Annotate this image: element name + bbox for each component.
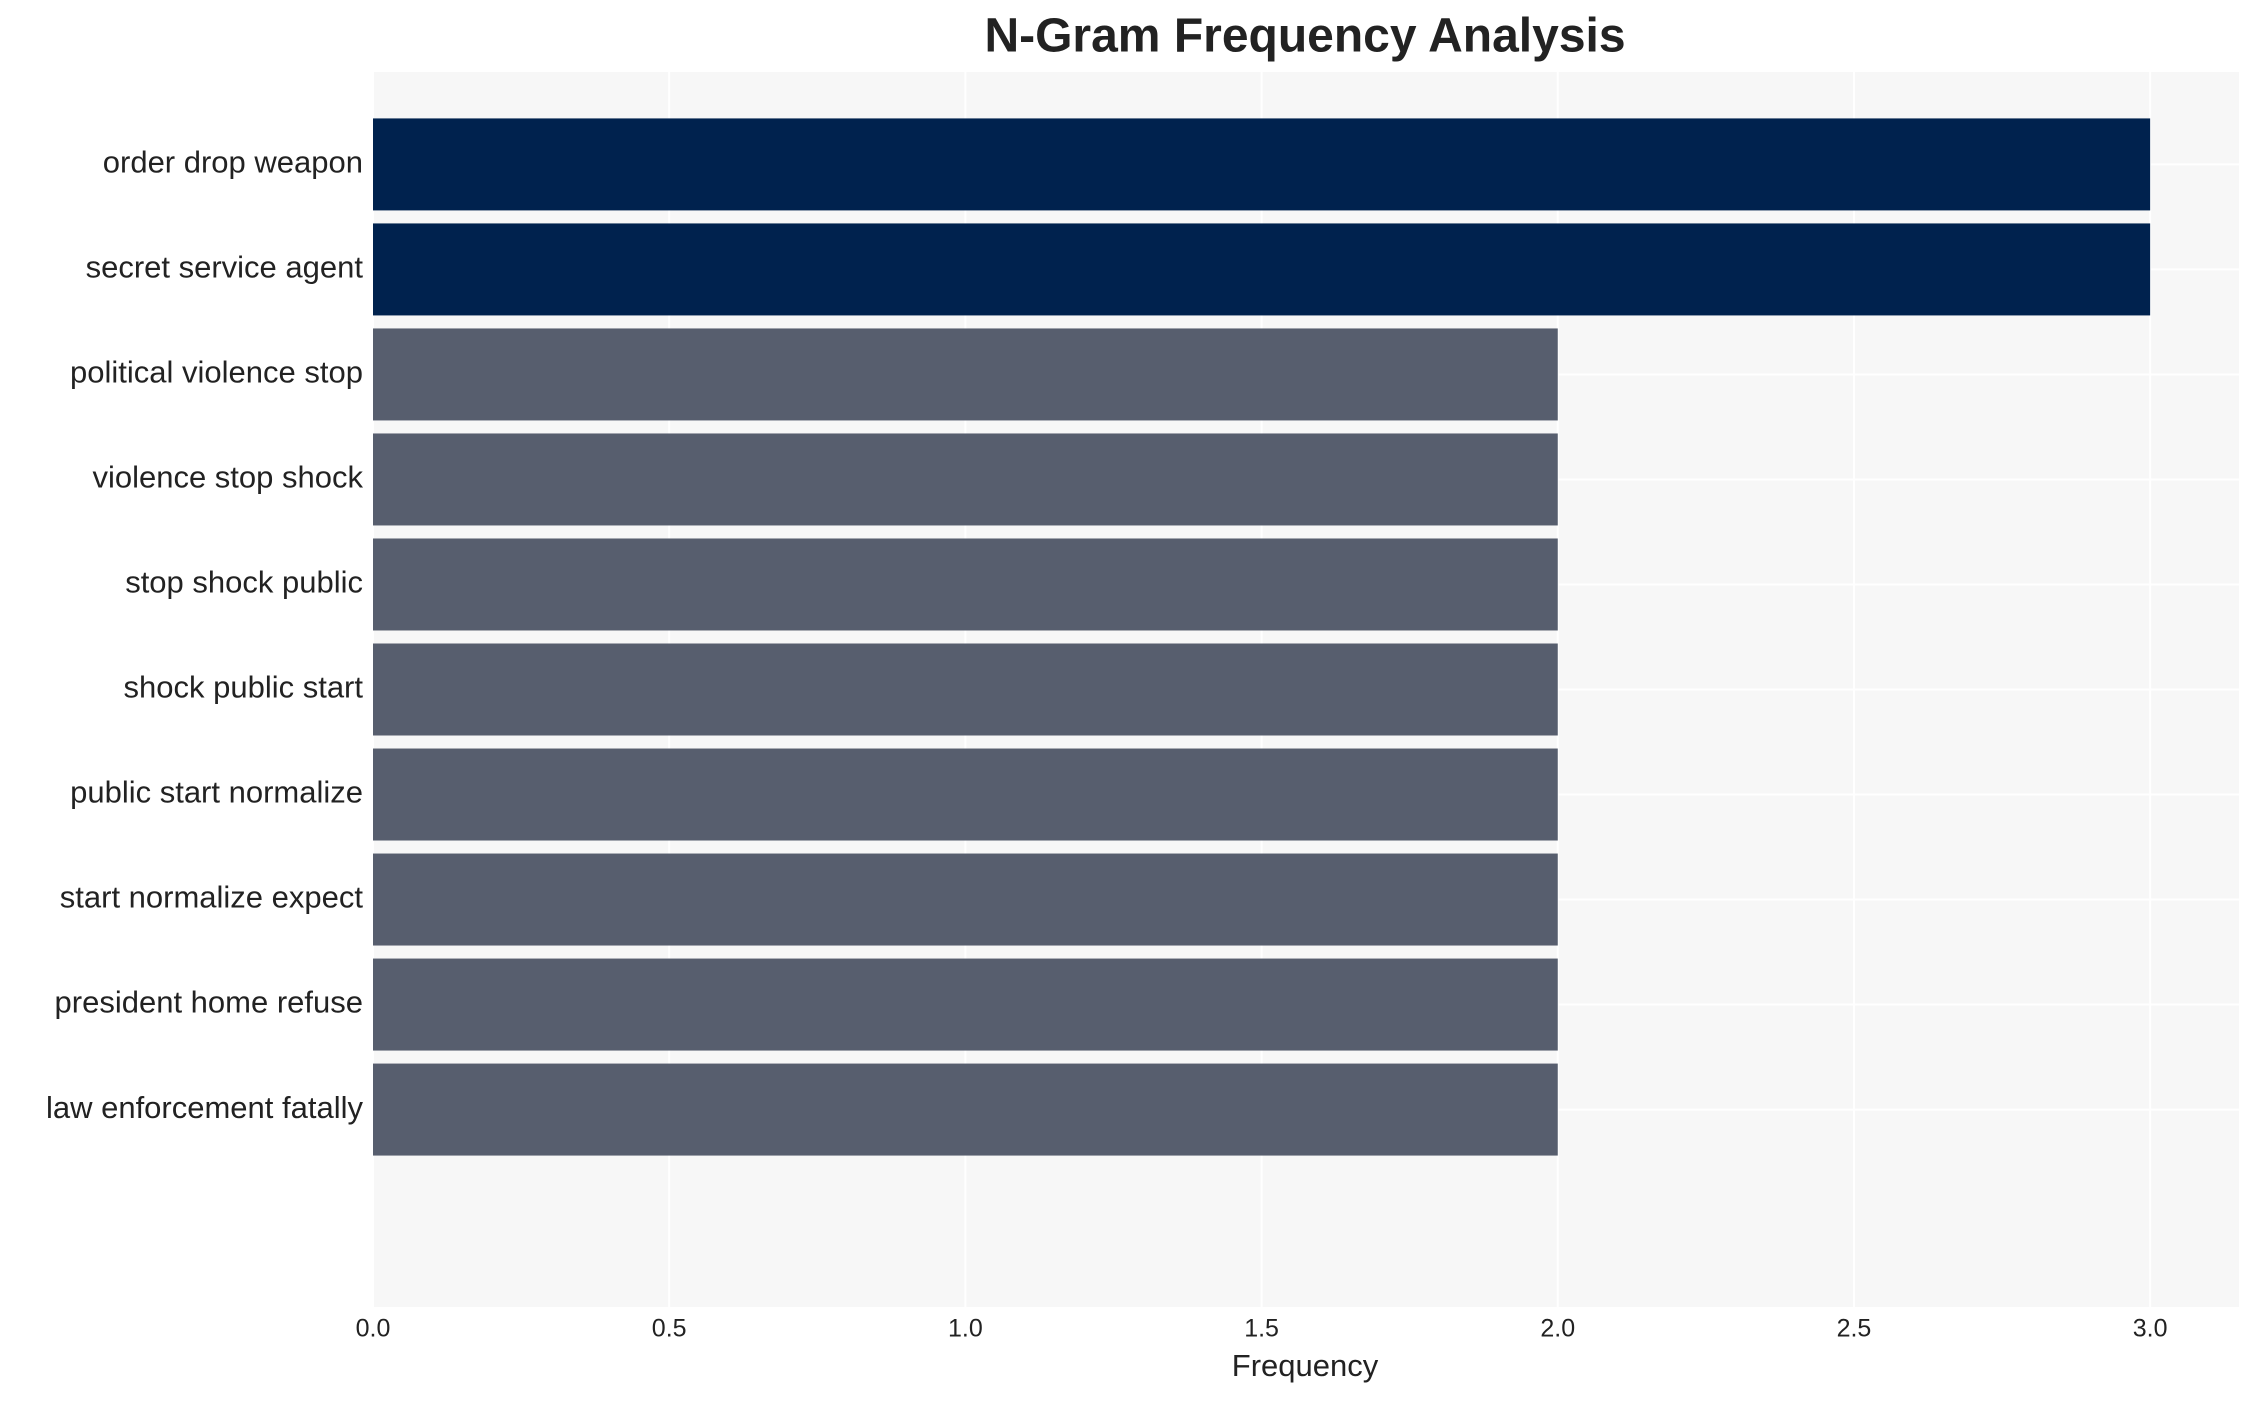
bar [373, 1063, 1558, 1156]
bar [373, 538, 1558, 631]
bar [373, 118, 2151, 211]
x-tick-label: 1.0 [948, 1315, 983, 1343]
y-tick-label: order drop weapon [103, 145, 363, 180]
x-tick-label: 0.5 [652, 1315, 687, 1343]
bar [373, 748, 1558, 841]
chart-title: N-Gram Frequency Analysis [984, 10, 1625, 63]
y-tick-label: law enforcement fatally [46, 1090, 364, 1125]
y-tick-label: start normalize expect [60, 880, 364, 915]
bar [373, 958, 1558, 1051]
y-tick-label: public start normalize [70, 775, 363, 810]
bar [373, 328, 1558, 421]
bar [373, 433, 1558, 526]
y-tick-label: secret service agent [86, 250, 364, 285]
x-tick-label: 2.0 [1540, 1315, 1575, 1343]
y-tick-label: president home refuse [55, 985, 363, 1020]
x-axis-label: Frequency [1232, 1348, 1379, 1383]
bar [373, 223, 2151, 316]
y-tick-label: violence stop shock [92, 460, 363, 495]
y-tick-label: stop shock public [125, 565, 363, 600]
x-tick-label: 2.5 [1837, 1315, 1872, 1343]
y-tick-label: shock public start [124, 670, 364, 705]
bar [373, 643, 1558, 736]
y-tick-label: political violence stop [70, 355, 363, 390]
x-tick-label: 0.0 [356, 1315, 391, 1343]
x-tick-label: 1.5 [1244, 1315, 1279, 1343]
bar [373, 853, 1558, 946]
x-tick-label: 3.0 [2133, 1315, 2168, 1343]
